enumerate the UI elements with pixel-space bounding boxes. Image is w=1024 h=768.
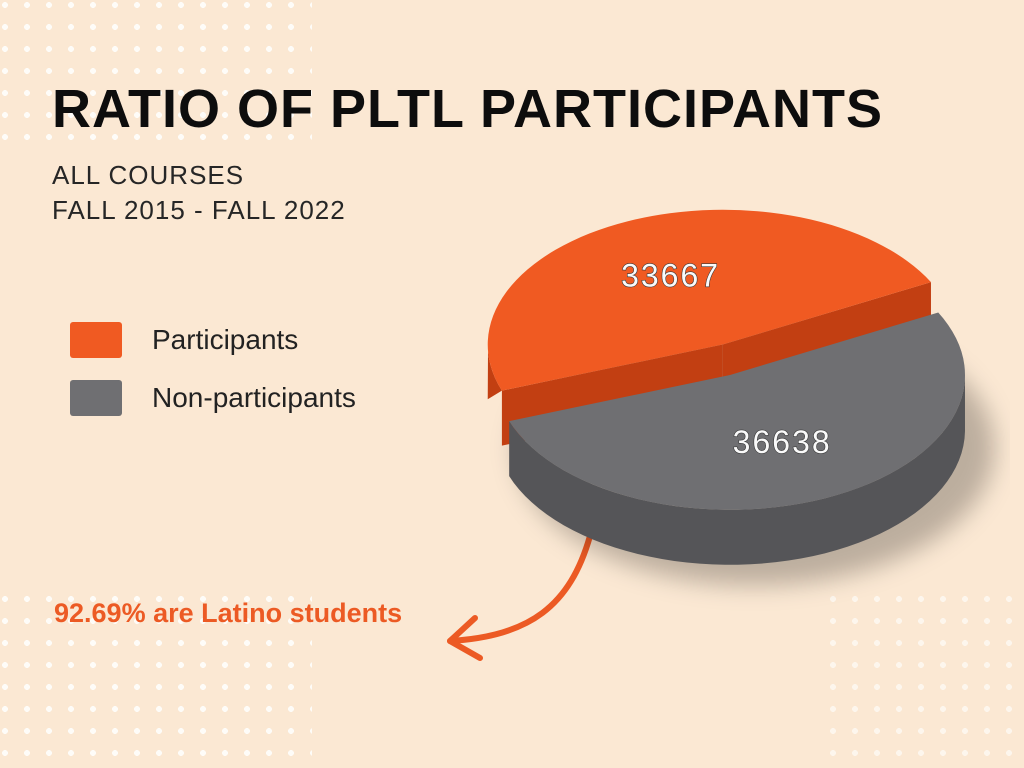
legend-item-participants: Participants <box>70 322 356 358</box>
legend-swatch-nonparticipants <box>70 380 122 416</box>
subtitle-line-2: FALL 2015 - FALL 2022 <box>52 195 346 225</box>
page-title: RATIO OF PLTL PARTICIPANTS <box>52 78 883 140</box>
pie-chart: 33667 36638 <box>450 160 1010 630</box>
callout-text: 92.69% are Latino students <box>54 598 402 629</box>
legend-item-nonparticipants: Non-participants <box>70 380 356 416</box>
legend-label-nonparticipants: Non-participants <box>152 382 356 414</box>
legend: Participants Non-participants <box>70 322 356 438</box>
pie-slice-label: 36638 <box>733 424 832 460</box>
legend-swatch-participants <box>70 322 122 358</box>
subtitle-line-1: ALL COURSES <box>52 160 244 190</box>
infographic-canvas: RATIO OF PLTL PARTICIPANTS ALL COURSES F… <box>0 0 1024 768</box>
page-subtitle: ALL COURSES FALL 2015 - FALL 2022 <box>52 158 346 228</box>
pie-slice-label: 33667 <box>621 258 720 294</box>
legend-label-participants: Participants <box>152 324 298 356</box>
